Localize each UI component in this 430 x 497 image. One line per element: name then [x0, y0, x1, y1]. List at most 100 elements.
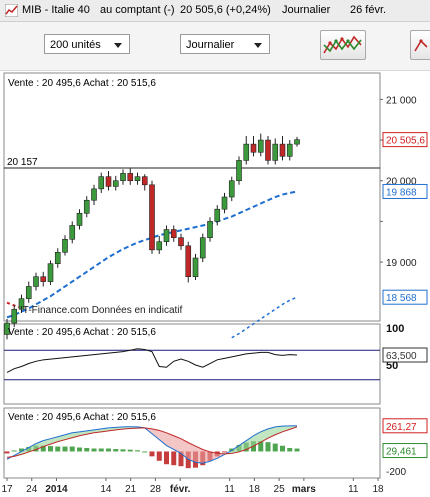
candle-up	[11, 308, 18, 324]
candle-up	[47, 263, 54, 282]
support-label: 20 157	[7, 157, 38, 168]
indicators-button[interactable]	[320, 30, 366, 60]
last-price-label: 20 505,6	[386, 136, 425, 147]
macd-hist-up	[48, 446, 53, 452]
x-axis-label: 24	[26, 484, 38, 495]
candle-up	[4, 322, 10, 335]
x-axis-label: 18	[372, 484, 384, 495]
price-chart: 21 000 20 000 19 000 IT-Finance.com Données…	[4, 95, 428, 340]
candle-down	[185, 245, 192, 278]
macd-hist-up	[84, 448, 90, 452]
macd-fill	[275, 426, 283, 435]
x-axis-label: 2014	[45, 484, 68, 495]
candle-up	[112, 180, 119, 187]
x-axis-label: 14	[100, 484, 112, 495]
rsi-info: Vente : 20 495,6 Achat : 20 515,6	[8, 327, 156, 338]
macd-fast-line	[6, 425, 298, 464]
macd-hist-up	[113, 449, 119, 452]
macd-fill	[159, 430, 167, 446]
macd-hist-up	[120, 449, 126, 452]
title-name: MIB - Italie 40	[22, 4, 90, 16]
macd-hist-up	[127, 449, 133, 452]
candle-up	[294, 139, 300, 145]
candle-up	[134, 176, 141, 182]
macd-y-tick-label: -200	[386, 467, 406, 478]
candle-up	[272, 143, 279, 161]
candle-up	[214, 208, 221, 222]
macd-hist-up	[40, 445, 46, 452]
macd-hist-down	[149, 451, 155, 457]
price-panel[interactable]	[3, 72, 381, 322]
macd-hist-up	[19, 448, 24, 452]
macd-green-label-box	[382, 443, 428, 459]
macd-hist-up	[11, 450, 17, 452]
macd-hist-up	[287, 448, 293, 452]
macd-red-label: 261,27	[386, 422, 417, 433]
candle-up	[69, 225, 76, 240]
macd-fill	[282, 425, 290, 432]
candle-down	[279, 143, 286, 157]
candle-up	[163, 229, 170, 243]
macd-panel[interactable]	[3, 407, 381, 479]
period-select[interactable]: Journalier	[180, 34, 270, 54]
macd-hist-down	[171, 451, 177, 466]
macd-hist-up	[106, 448, 111, 452]
candle-up	[243, 143, 250, 161]
candle-up	[33, 276, 39, 287]
candle-down	[250, 143, 257, 153]
candle-up	[228, 180, 235, 198]
candle-down	[178, 237, 184, 247]
ma-short-label: 19 868	[386, 187, 417, 198]
x-axis-label: mars	[292, 484, 316, 495]
rsi-y-tick-label: 50	[386, 360, 398, 372]
rsi-panel[interactable]	[3, 323, 381, 405]
chevron-down-icon	[254, 43, 262, 48]
macd-hist-up	[265, 442, 271, 452]
price-y-tick-label: 21 000	[386, 95, 417, 106]
macd-slow-line	[6, 426, 298, 458]
macd-hist-down	[156, 451, 162, 461]
ma-short-label-box	[382, 183, 428, 199]
candle-down	[141, 176, 148, 186]
x-axis-label: 11	[224, 484, 235, 495]
macd-fill	[188, 442, 196, 463]
units-select-value: 200 unités	[50, 39, 101, 51]
candle-up	[236, 160, 242, 182]
instrument-icon	[5, 4, 18, 17]
candle-down	[265, 139, 271, 161]
macd-fill	[246, 435, 254, 450]
macd-hist-down	[178, 451, 184, 467]
title-date: 26 févr.	[350, 4, 387, 16]
x-axis-label: 17	[1, 484, 13, 495]
candle-down	[40, 276, 47, 282]
rsi-last-label-box	[382, 347, 428, 363]
ma-short-line	[6, 190, 298, 319]
watermark-text: IT-Finance.com Données en indicatif	[20, 305, 183, 316]
candle-down	[105, 176, 112, 187]
candle-up	[25, 286, 32, 299]
candle-down	[127, 173, 134, 182]
candle-up	[91, 188, 97, 201]
window-titlebar: MIB - Italie 40 au comptant (-) 20 505,6…	[0, 0, 430, 22]
candle-down	[149, 184, 155, 251]
macd-hist-up	[142, 451, 148, 453]
macd-hist-up	[272, 443, 278, 452]
macd-hist-up	[294, 448, 300, 452]
macd-fill	[239, 440, 247, 452]
macd-fill	[181, 438, 189, 460]
chevron-down-icon	[114, 43, 122, 48]
chart-area[interactable]: 21 000 20 000 19 000 IT-Finance.com Données…	[0, 70, 430, 497]
candle-up	[199, 237, 206, 259]
macd-fill	[253, 431, 261, 447]
candle-up	[83, 199, 90, 214]
x-axis-label: 21	[125, 484, 137, 495]
candle-up	[286, 143, 293, 157]
chart-toolbar: 200 unités Journalier	[0, 22, 430, 71]
chart-options-button[interactable]	[410, 30, 430, 60]
macd-fill	[166, 432, 174, 450]
macd-hist-up	[98, 448, 104, 452]
rsi-last-label: 63,500	[386, 351, 417, 362]
macd-hist-up	[280, 445, 285, 452]
units-select[interactable]: 200 unités	[44, 34, 130, 54]
macd-fill	[231, 445, 239, 454]
